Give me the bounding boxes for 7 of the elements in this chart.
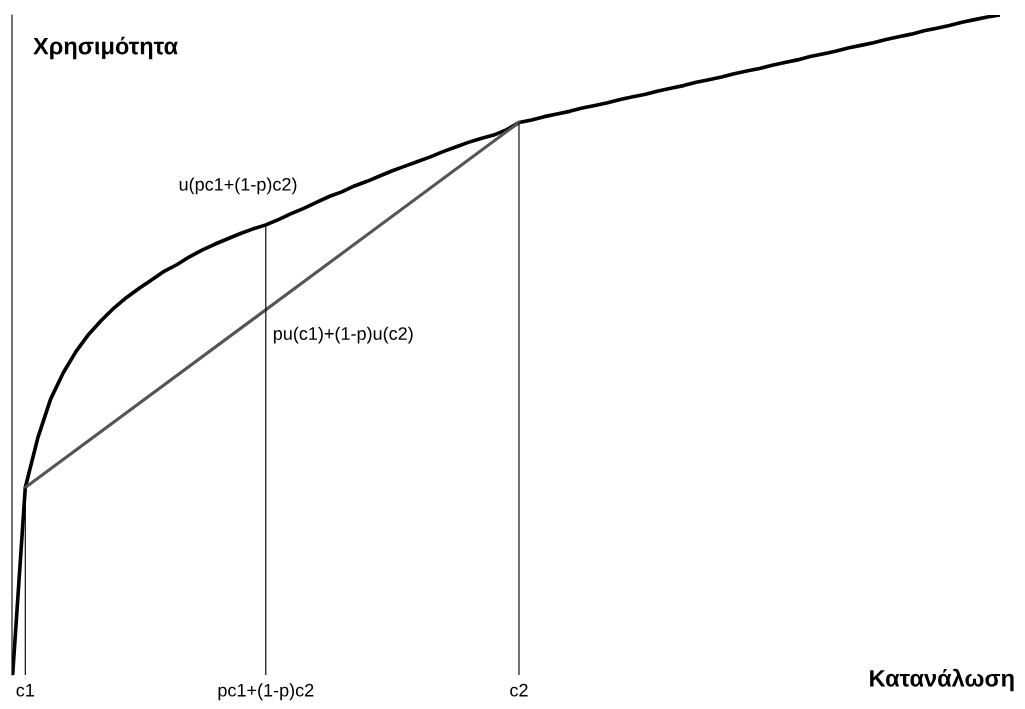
x-axis-title: Κατανάλωση <box>870 668 1014 692</box>
x-tick-label: c1 <box>16 684 34 697</box>
y-axis-title: Χρησιμότητα <box>33 36 178 60</box>
x-tick-label: pc1+(1-p)c2 <box>218 683 314 701</box>
annotation: u(pc1+(1-p)c2) <box>179 177 297 195</box>
annotation: pu(c1)+(1-p)u(c2) <box>273 326 413 344</box>
x-tick-label: c2 <box>510 683 528 697</box>
